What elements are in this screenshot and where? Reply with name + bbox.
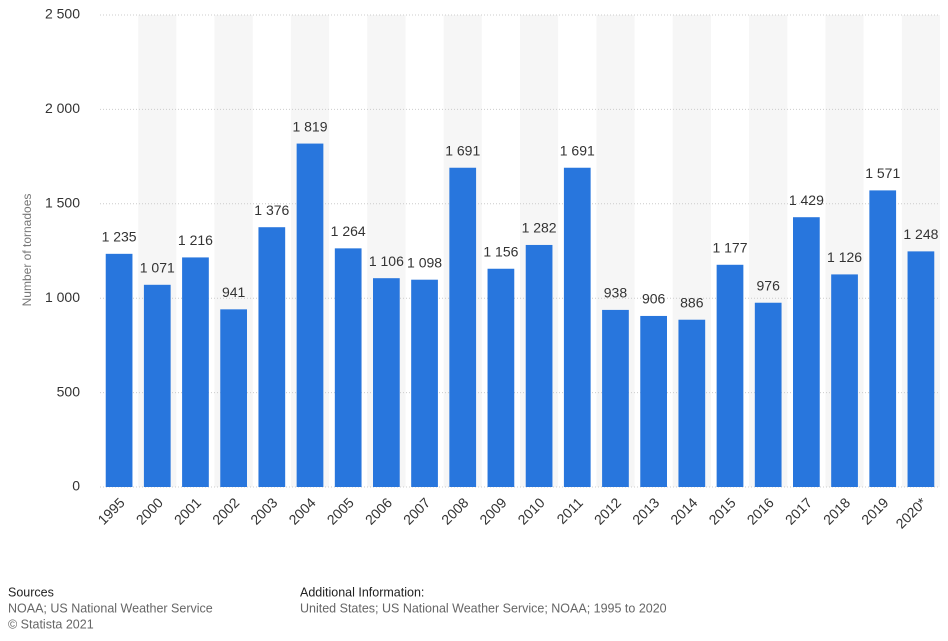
x-tick-label: 2016 [744, 494, 777, 527]
bar [220, 309, 247, 487]
value-label: 1 126 [827, 249, 862, 265]
bar [411, 279, 438, 487]
x-tick-label: 2015 [705, 494, 738, 527]
copyright: © Statista 2021 [8, 617, 94, 631]
bar [563, 167, 591, 487]
x-tick-label: 2009 [476, 494, 509, 527]
value-label: 1 235 [102, 229, 137, 245]
value-label: 1 376 [254, 202, 289, 218]
bar [640, 315, 667, 487]
x-tick-label: 2010 [514, 494, 547, 527]
value-label: 1 216 [178, 232, 213, 248]
bar [793, 217, 820, 487]
y-tick-label: 1 500 [45, 195, 80, 211]
value-label: 941 [222, 284, 246, 300]
x-tick-label: 2018 [820, 494, 853, 527]
y-tick-label: 2 000 [45, 100, 80, 116]
bar [716, 264, 744, 487]
value-label: 1 571 [865, 165, 900, 181]
sources: NOAA; US National Weather Service [8, 601, 213, 615]
x-tick-label: 2013 [629, 494, 662, 527]
y-tick-label: 500 [57, 383, 81, 399]
value-label: 1 098 [407, 254, 442, 270]
x-tick-label: 2001 [171, 494, 204, 527]
value-label: 1 177 [712, 239, 747, 255]
x-tick-label: 2004 [285, 494, 318, 527]
y-tick-label: 1 000 [45, 289, 80, 305]
value-label: 1 264 [331, 223, 366, 239]
bar [373, 278, 400, 487]
value-label: 1 691 [445, 142, 480, 158]
bar [831, 274, 858, 487]
x-tick-label: 2020* [892, 494, 930, 532]
x-tick-label: 1995 [94, 494, 127, 527]
y-tick-label: 0 [72, 478, 80, 494]
x-tick-label: 2007 [400, 494, 433, 527]
x-tick-label: 2005 [324, 494, 357, 527]
additional-title: Additional Information: [300, 585, 424, 599]
value-label: 1 156 [483, 243, 518, 259]
bar [449, 167, 477, 487]
x-tick-label: 2017 [782, 494, 815, 527]
value-label: 1 691 [560, 142, 595, 158]
value-label: 938 [604, 285, 628, 301]
bar [487, 268, 515, 487]
additional-info: United States; US National Weather Servi… [300, 601, 667, 615]
value-label: 1 106 [369, 253, 404, 269]
x-tick-label: 2006 [362, 494, 395, 527]
value-label: 1 282 [522, 220, 557, 236]
bar [869, 190, 897, 487]
bar [334, 248, 362, 487]
value-label: 976 [757, 277, 781, 293]
bar [602, 309, 629, 487]
x-tick-label: 2000 [133, 494, 166, 527]
bar [143, 284, 171, 487]
x-tick-label: 2014 [667, 494, 700, 527]
sources-title: Sources [8, 585, 54, 599]
value-label: 886 [680, 294, 704, 310]
x-tick-label: 2002 [209, 494, 242, 527]
bar [105, 253, 133, 487]
bar [678, 319, 706, 487]
x-tick-label: 2012 [591, 494, 624, 527]
value-label: 1 248 [903, 226, 938, 242]
value-label: 906 [642, 291, 666, 307]
bar [754, 302, 782, 487]
value-label: 1 819 [292, 118, 327, 134]
x-tick-label: 2011 [553, 494, 586, 527]
x-tick-label: 2019 [858, 494, 891, 527]
x-tick-label: 2008 [438, 494, 471, 527]
value-label: 1 429 [789, 192, 824, 208]
y-axis-label: Number of tornadoes [20, 194, 34, 307]
bar [258, 227, 286, 488]
value-label: 1 071 [140, 259, 175, 275]
bar [296, 143, 324, 487]
y-tick-label: 2 500 [45, 6, 80, 22]
bar [525, 244, 553, 487]
bar [182, 257, 209, 487]
x-tick-label: 2003 [247, 494, 280, 527]
bar [907, 251, 935, 487]
